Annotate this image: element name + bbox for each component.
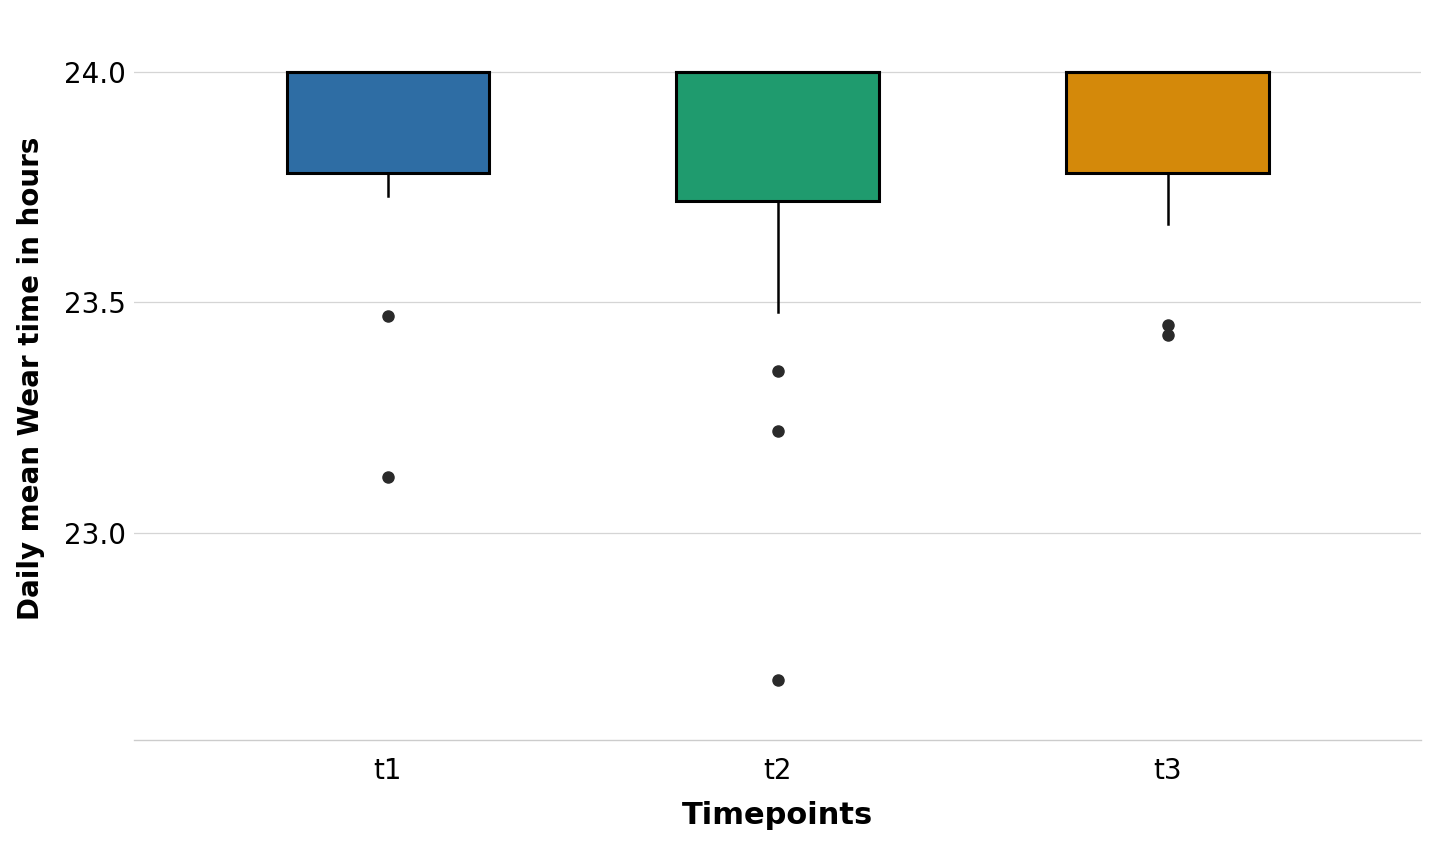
Y-axis label: Daily mean Wear time in hours: Daily mean Wear time in hours bbox=[17, 136, 45, 620]
Bar bbox=[1067, 72, 1270, 174]
X-axis label: Timepoints: Timepoints bbox=[682, 801, 873, 830]
Bar bbox=[676, 72, 879, 201]
Bar bbox=[286, 72, 489, 174]
